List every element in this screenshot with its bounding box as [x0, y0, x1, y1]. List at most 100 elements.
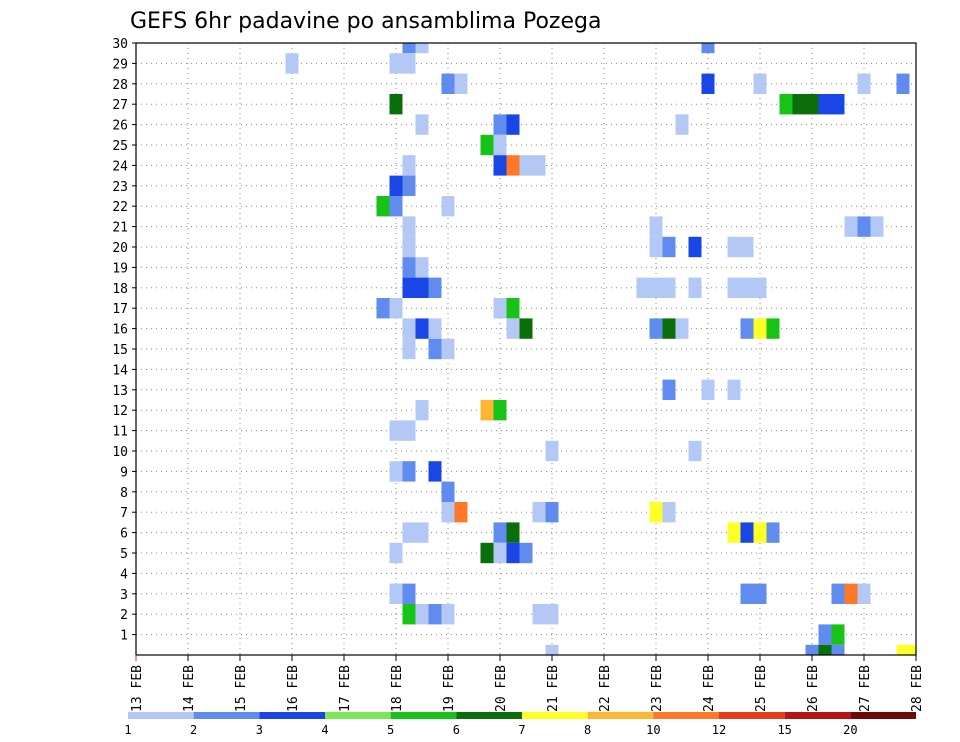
- data-cell: [441, 604, 455, 625]
- data-cell: [519, 318, 533, 339]
- y-tick-label: 28: [112, 78, 128, 93]
- y-tick-label: 27: [112, 98, 128, 113]
- data-cell: [402, 277, 416, 298]
- colorbar-label: 6: [453, 723, 460, 737]
- data-cell: [753, 277, 767, 298]
- data-cell: [493, 298, 507, 319]
- data-cell: [402, 583, 416, 604]
- data-cell: [441, 481, 455, 502]
- y-tick-label: 19: [112, 261, 128, 276]
- y-tick-label: 12: [112, 404, 128, 419]
- data-cell: [506, 318, 520, 339]
- y-tick-label: 3: [120, 588, 128, 603]
- y-tick-label: 15: [112, 343, 128, 358]
- x-tick-label: 15 FEB: [234, 665, 249, 712]
- x-tick-label: 28 FEB: [910, 665, 925, 712]
- data-cell: [454, 502, 468, 523]
- data-cell: [740, 583, 754, 604]
- colorbar-legend: 1 2 3 4 5 6 7 8 10 12 15 20: [124, 712, 916, 737]
- data-cell: [701, 379, 715, 400]
- data-cell: [389, 420, 403, 441]
- data-cell: [740, 522, 754, 543]
- colorbar-segment: [587, 712, 654, 719]
- data-cell: [831, 583, 845, 604]
- colorbar-label: 4: [321, 723, 328, 737]
- colorbar-label: 20: [843, 723, 857, 737]
- data-cell: [545, 440, 559, 462]
- data-cell: [818, 644, 832, 655]
- colorbar-label: 2: [190, 723, 197, 737]
- colorbar-label: 3: [256, 723, 263, 737]
- data-cell: [493, 155, 507, 176]
- data-cell: [649, 277, 663, 298]
- data-cell: [649, 318, 663, 339]
- x-tick-label: 19 FEB: [442, 665, 457, 712]
- x-tick-label: 21 FEB: [546, 665, 561, 712]
- y-tick-label: 24: [112, 159, 128, 174]
- data-cell: [493, 134, 507, 156]
- data-cell: [766, 522, 780, 543]
- y-axis: 1234567891011121314151617181920212223242…: [112, 37, 136, 644]
- colorbar-segment: [325, 712, 391, 719]
- data-cell: [519, 542, 533, 564]
- data-cell: [480, 400, 494, 421]
- data-cell: [753, 73, 767, 94]
- data-cell: [688, 236, 702, 258]
- data-cell: [779, 94, 793, 115]
- data-cell: [428, 277, 442, 298]
- data-cell: [675, 318, 689, 339]
- y-tick-label: 5: [120, 547, 128, 562]
- data-cell: [870, 216, 884, 237]
- data-cell: [896, 644, 910, 655]
- data-cell: [493, 114, 507, 135]
- x-tick-label: 24 FEB: [702, 665, 717, 712]
- colorbar-segment: [719, 712, 785, 719]
- y-tick-label: 21: [112, 221, 128, 236]
- data-cell: [740, 277, 754, 298]
- y-tick-label: 14: [112, 363, 128, 378]
- data-cell: [792, 94, 806, 115]
- data-cell: [844, 583, 858, 604]
- y-tick-label: 1: [120, 629, 128, 644]
- data-cell: [545, 502, 559, 523]
- data-cell: [688, 440, 702, 462]
- colorbar-segment: [653, 712, 719, 719]
- data-cell: [896, 73, 910, 94]
- data-cell: [402, 338, 416, 360]
- y-tick-label: 7: [120, 506, 128, 521]
- data-cell: [441, 73, 455, 94]
- data-cell: [402, 604, 416, 625]
- data-cell: [545, 644, 559, 655]
- data-cell: [402, 236, 416, 258]
- data-cell: [662, 236, 676, 258]
- data-cell: [428, 318, 442, 339]
- y-tick-label: 2: [120, 608, 128, 623]
- data-cell: [753, 522, 767, 543]
- y-tick-label: 25: [112, 139, 128, 154]
- colorbar-label: 10: [646, 723, 660, 737]
- data-cell: [389, 583, 403, 604]
- data-cell: [532, 502, 546, 523]
- x-tick-label: 13 FEB: [130, 665, 145, 712]
- data-cell: [662, 277, 676, 298]
- data-cell: [428, 461, 442, 482]
- y-tick-label: 23: [112, 180, 128, 195]
- colorbar-label: 5: [387, 723, 394, 737]
- x-tick-label: 25 FEB: [754, 665, 769, 712]
- data-cell: [389, 94, 403, 115]
- x-axis: 13 FEB 14 FEB 15 FEB 16 FEB 17 FEB 18 FEB 19 F…: [130, 655, 925, 712]
- colorbar-segment: [784, 712, 851, 719]
- data-cell: [740, 318, 754, 339]
- data-cell: [402, 522, 416, 543]
- data-cell: [428, 338, 442, 360]
- data-cell: [532, 604, 546, 625]
- data-cell: [636, 277, 650, 298]
- y-tick-label: 9: [120, 465, 128, 480]
- data-cell: [285, 53, 299, 74]
- data-cell: [441, 196, 455, 217]
- colorbar-segment: [128, 712, 194, 719]
- data-cell: [402, 257, 416, 278]
- data-cell: [857, 73, 871, 94]
- colorbar-segment: [259, 712, 325, 719]
- data-cell: [688, 277, 702, 298]
